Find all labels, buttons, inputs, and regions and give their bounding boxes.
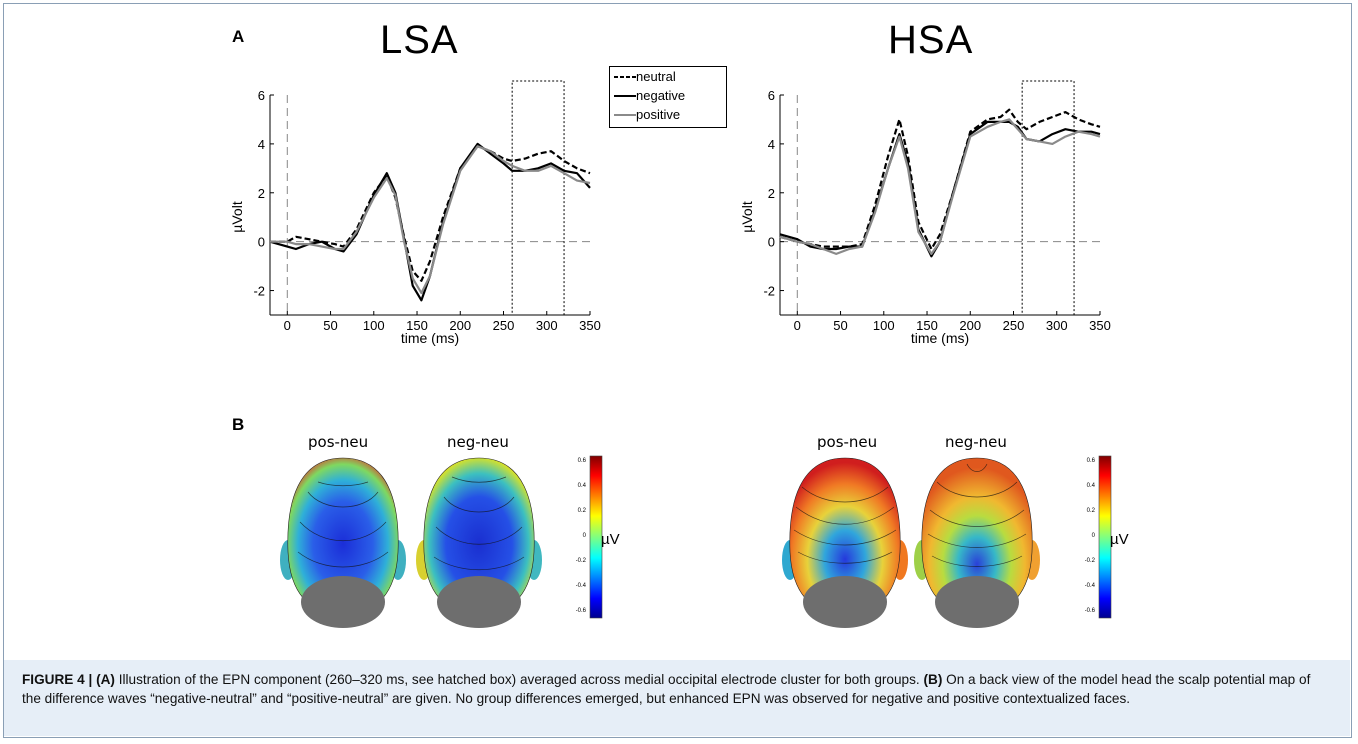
lsa-colorbar: 0.6 0.4 0.2 0 -0.2 -0.4 -0.6: [576, 455, 603, 619]
lsa-xtick-label: 50: [323, 318, 337, 333]
lsa-colorbar-tick-label: -0.4: [576, 583, 587, 589]
lsa-xtick-label: 350: [579, 318, 601, 333]
hsa-epn-window-box: [1021, 80, 1075, 316]
hsa-colorbar-tick-label: 0.6: [1087, 458, 1096, 464]
hsa-xtick-label: 250: [1003, 318, 1025, 333]
hsa-title: HSA: [888, 18, 974, 62]
lsa-series-neutral: [270, 145, 591, 282]
hsa-xtick-label: 100: [873, 318, 895, 333]
hsa-xtick-label: 350: [1089, 318, 1111, 333]
hsa-neg-neu-title: neg-neu: [945, 433, 1007, 451]
caption-b-text: On a back view of the model head the sca…: [22, 672, 1311, 706]
legend-item-negative: negative: [614, 88, 685, 103]
lsa-pos-neu-title: pos-neu: [308, 433, 369, 451]
hsa-colorbar-tick-label: 0.4: [1087, 483, 1096, 489]
lsa-colorbar-tick-label: 0.2: [578, 508, 587, 514]
legend-item-positive: positive: [614, 107, 680, 122]
lsa-xtick-label: 300: [536, 318, 558, 333]
lsa-title: LSA: [380, 18, 459, 62]
hsa-colorbar-tick-label: -0.6: [1085, 608, 1096, 614]
hsa-neg-neu-head-map: [914, 457, 1040, 628]
hsa-ytick-label: 6: [768, 88, 775, 103]
lsa-colorbar-unit: µV: [601, 531, 620, 548]
hsa-colorbar-tick-label: 0: [1092, 533, 1096, 539]
lsa-colorbar-tick-label: -0.6: [576, 608, 587, 614]
legend-neutral-label: neutral: [636, 69, 676, 84]
legend-negative-label: negative: [636, 88, 686, 103]
legend-item-neutral: neutral: [614, 69, 676, 84]
lsa-xtick-label: 200: [449, 318, 471, 333]
hsa-pos-neu-head-map: [782, 457, 908, 628]
lsa-erp-chart: 0 50 100 150 200 250 300 350 -2 0 2 4 6 time (ms) µVol…: [229, 80, 601, 346]
lsa-xtick-label: 150: [406, 318, 428, 333]
panel-a-label: A: [232, 27, 245, 46]
hsa-colorbar-tick-label: -0.2: [1085, 558, 1096, 564]
lsa-epn-window-box: [511, 80, 565, 316]
hsa-ylabel: µVolt: [739, 201, 755, 233]
hsa-colorbar-tick-label: -0.4: [1085, 583, 1096, 589]
hsa-series-positive: [779, 118, 1101, 255]
lsa-colorbar-tick-label: 0.4: [578, 483, 587, 489]
legend-neutral-swatch: [614, 75, 636, 78]
hsa-series-neutral: [779, 108, 1101, 251]
lsa-colorbar-tick-label: 0.6: [578, 458, 587, 464]
hsa-colorbar-unit: µV: [1110, 531, 1129, 548]
legend-positive-swatch: [614, 113, 636, 116]
hsa-colorbar-tick-label: 0.2: [1087, 508, 1096, 514]
legend-positive-label: positive: [636, 107, 681, 122]
hsa-ytick-label: 0: [768, 235, 775, 250]
hsa-ytick-label: 4: [768, 137, 775, 152]
lsa-colorbar-tick-label: 0: [583, 533, 587, 539]
caption-a-ref: (A): [96, 672, 115, 687]
hsa-xlabel: time (ms): [911, 330, 969, 346]
lsa-ytick-label: 4: [258, 137, 265, 152]
panel-b-label: B: [232, 415, 245, 434]
chart-legend: neutral negative positive: [609, 66, 727, 128]
lsa-xtick-label: 250: [493, 318, 515, 333]
hsa-xtick-label: 200: [959, 318, 981, 333]
lsa-neg-neu-head-map: [416, 457, 542, 628]
lsa-series-negative: [269, 142, 591, 302]
hsa-xtick-label: 0: [794, 318, 801, 333]
lsa-xtick-label: 0: [284, 318, 291, 333]
caption-figure-label: FIGURE 4 |: [22, 672, 93, 687]
lsa-ytick-label: 0: [258, 235, 265, 250]
lsa-ytick-label: 6: [258, 88, 265, 103]
hsa-erp-chart: 0 50 100 150 200 250 300 350 -2 0 2 4 6 time (ms) µVol…: [739, 80, 1111, 346]
hsa-ytick-label: 2: [768, 186, 775, 201]
hsa-xtick-label: 300: [1046, 318, 1068, 333]
lsa-colorbar-tick-label: -0.2: [576, 558, 587, 564]
hsa-ytick-label: -2: [763, 284, 775, 299]
lsa-ylabel: µVolt: [229, 201, 245, 233]
hsa-pos-neu-title: pos-neu: [817, 433, 878, 451]
legend-negative-swatch: [614, 94, 636, 97]
caption-a-text: Illustration of the EPN component (260–3…: [114, 672, 924, 687]
lsa-series-positive: [270, 145, 591, 295]
lsa-neg-neu-title: neg-neu: [447, 433, 509, 451]
hsa-xtick-label: 150: [916, 318, 938, 333]
lsa-xtick-label: 100: [363, 318, 385, 333]
lsa-pos-neu-head-map: [280, 457, 406, 628]
hsa-xtick-label: 50: [833, 318, 847, 333]
lsa-ytick-label: -2: [253, 284, 265, 299]
hsa-colorbar: 0.6 0.4 0.2 0 -0.2 -0.4 -0.6: [1085, 455, 1112, 619]
figure-caption: FIGURE 4 | (A) Illustration of the EPN c…: [4, 660, 1350, 736]
lsa-xlabel: time (ms): [401, 330, 459, 346]
caption-b-ref: (B): [923, 672, 943, 687]
lsa-ytick-label: 2: [258, 186, 265, 201]
